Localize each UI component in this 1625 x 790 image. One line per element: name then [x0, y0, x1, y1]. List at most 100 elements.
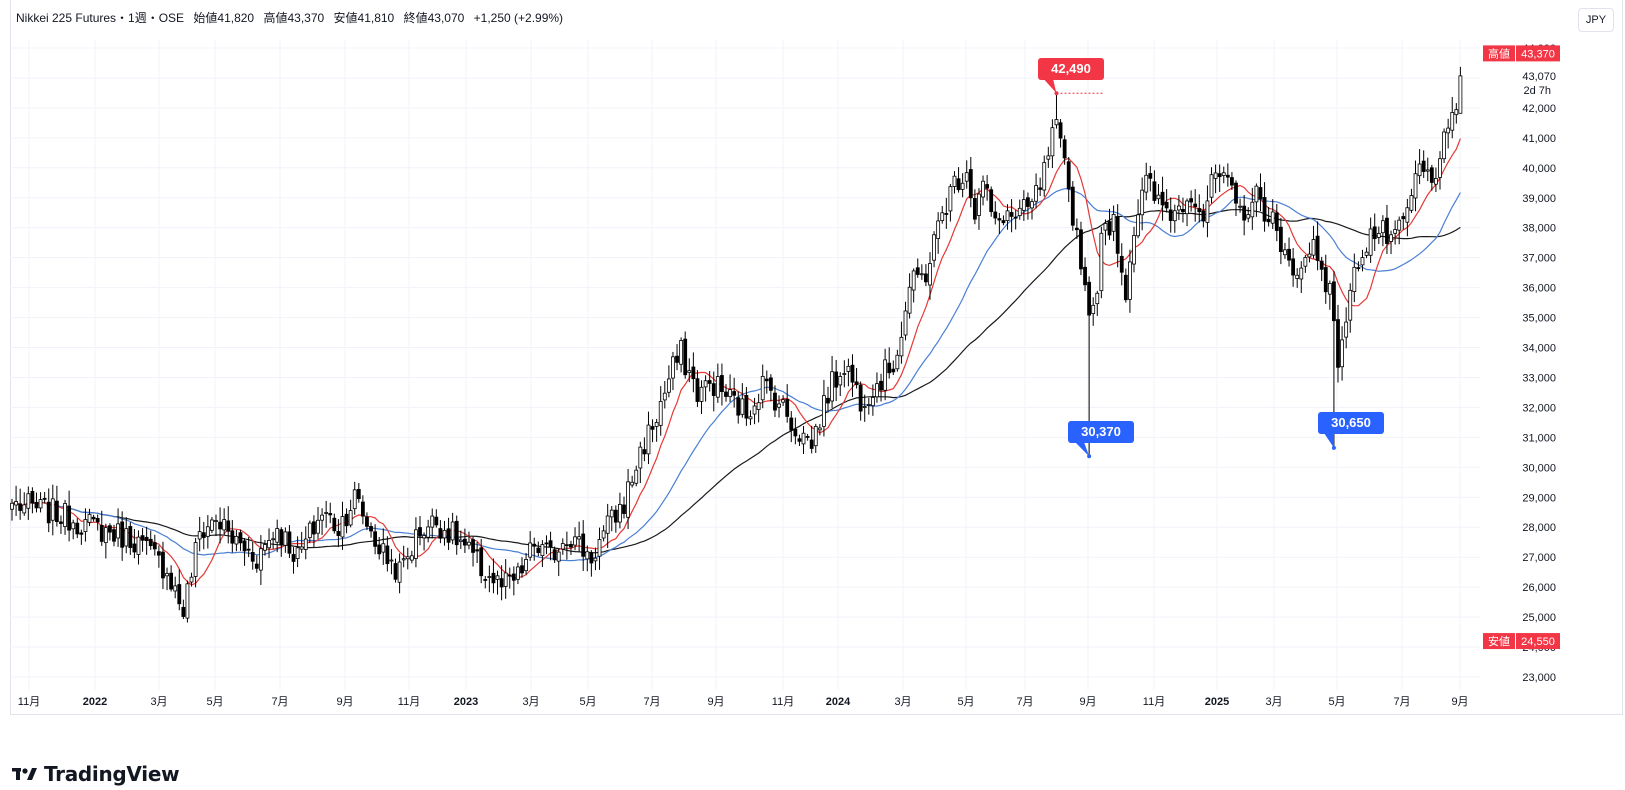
- currency-button[interactable]: JPY: [1578, 8, 1614, 32]
- candle[interactable]: [895, 349, 900, 372]
- candle[interactable]: [1291, 248, 1296, 287]
- candle[interactable]: [307, 520, 312, 544]
- candle[interactable]: [258, 535, 263, 585]
- symbol-title[interactable]: Nikkei 225 Futures・1週・OSE: [16, 11, 185, 25]
- candle[interactable]: [462, 528, 467, 553]
- candle[interactable]: [1099, 226, 1104, 299]
- candle[interactable]: [887, 347, 892, 379]
- candle[interactable]: [503, 559, 508, 599]
- candle[interactable]: [985, 175, 990, 201]
- candle[interactable]: [699, 380, 704, 414]
- candle[interactable]: [1083, 257, 1087, 292]
- candle[interactable]: [95, 514, 100, 531]
- candle[interactable]: [1283, 242, 1287, 259]
- candle[interactable]: [544, 535, 549, 555]
- candle[interactable]: [793, 417, 798, 445]
- candle[interactable]: [246, 536, 251, 558]
- candle[interactable]: [728, 374, 732, 402]
- x-axis[interactable]: 11月 2022 3月 5月 7月 9月 11月 2023 3月 5月 7月 9月 11月 2024 3月 5…: [18, 696, 1469, 708]
- candle[interactable]: [1079, 221, 1083, 276]
- candle[interactable]: [838, 372, 843, 397]
- candle[interactable]: [1450, 96, 1455, 139]
- candle[interactable]: [365, 512, 369, 531]
- candle[interactable]: [173, 576, 178, 599]
- candle[interactable]: [250, 541, 255, 570]
- candle[interactable]: [205, 515, 210, 549]
- candle[interactable]: [499, 565, 504, 601]
- candle[interactable]: [1197, 194, 1202, 223]
- candle[interactable]: [144, 526, 149, 555]
- candle[interactable]: [1119, 243, 1124, 286]
- candle[interactable]: [589, 550, 594, 577]
- candle[interactable]: [817, 423, 822, 436]
- candle[interactable]: [956, 167, 961, 193]
- tradingview-logo[interactable]: TradingView: [12, 762, 180, 786]
- candle[interactable]: [324, 500, 329, 528]
- candle[interactable]: [177, 569, 182, 611]
- candle[interactable]: [622, 496, 626, 519]
- candle[interactable]: [495, 570, 500, 595]
- candle[interactable]: [911, 268, 916, 303]
- candle[interactable]: [267, 528, 271, 559]
- candle[interactable]: [1397, 216, 1402, 245]
- candle[interactable]: [997, 212, 1002, 234]
- candle[interactable]: [752, 397, 757, 425]
- candle[interactable]: [1034, 173, 1038, 209]
- candle[interactable]: [291, 547, 296, 574]
- candle[interactable]: [605, 503, 610, 549]
- candle[interactable]: [1132, 226, 1136, 273]
- candle[interactable]: [646, 411, 651, 465]
- candle[interactable]: [609, 506, 614, 532]
- candle[interactable]: [165, 567, 169, 591]
- candle[interactable]: [1238, 198, 1242, 213]
- candle[interactable]: [397, 553, 402, 594]
- candle[interactable]: [866, 397, 871, 415]
- candle[interactable]: [630, 475, 635, 488]
- candle[interactable]: [1413, 160, 1418, 212]
- candle[interactable]: [1009, 199, 1014, 233]
- candle[interactable]: [303, 526, 308, 560]
- candle[interactable]: [785, 384, 790, 423]
- candle[interactable]: [214, 514, 218, 537]
- candle[interactable]: [1405, 198, 1410, 237]
- candle[interactable]: [1213, 164, 1218, 194]
- candle[interactable]: [487, 565, 492, 593]
- candle[interactable]: [1172, 204, 1177, 233]
- candle[interactable]: [430, 508, 435, 539]
- candle[interactable]: [1042, 155, 1047, 197]
- candle[interactable]: [654, 418, 659, 442]
- candle[interactable]: [161, 541, 165, 590]
- candle[interactable]: [1274, 203, 1279, 242]
- candle[interactable]: [1356, 261, 1361, 272]
- candle[interactable]: [879, 373, 883, 402]
- candle[interactable]: [1164, 189, 1169, 213]
- candle[interactable]: [79, 529, 84, 545]
- candle[interactable]: [870, 384, 875, 416]
- candle[interactable]: [826, 386, 830, 413]
- candle[interactable]: [585, 545, 590, 572]
- candle[interactable]: [732, 377, 737, 408]
- candle[interactable]: [597, 527, 602, 570]
- candle[interactable]: [1148, 165, 1153, 192]
- candle[interactable]: [316, 506, 320, 539]
- candle[interactable]: [1380, 215, 1385, 247]
- candle[interactable]: [14, 485, 18, 516]
- candle[interactable]: [862, 394, 867, 422]
- candle[interactable]: [1021, 190, 1026, 221]
- candle[interactable]: [532, 537, 537, 561]
- candle[interactable]: [1266, 207, 1271, 227]
- candle[interactable]: [932, 231, 936, 268]
- candle[interactable]: [601, 525, 606, 542]
- candle[interactable]: [679, 337, 684, 373]
- candle[interactable]: [854, 367, 859, 389]
- candle[interactable]: [1376, 226, 1381, 245]
- candle[interactable]: [377, 536, 382, 560]
- candle[interactable]: [1434, 167, 1438, 192]
- candle[interactable]: [711, 371, 716, 412]
- candle[interactable]: [1295, 268, 1300, 288]
- candle[interactable]: [1336, 304, 1340, 383]
- candle[interactable]: [952, 171, 957, 194]
- candle[interactable]: [1454, 103, 1459, 124]
- candle[interactable]: [405, 547, 410, 570]
- candle[interactable]: [858, 381, 863, 421]
